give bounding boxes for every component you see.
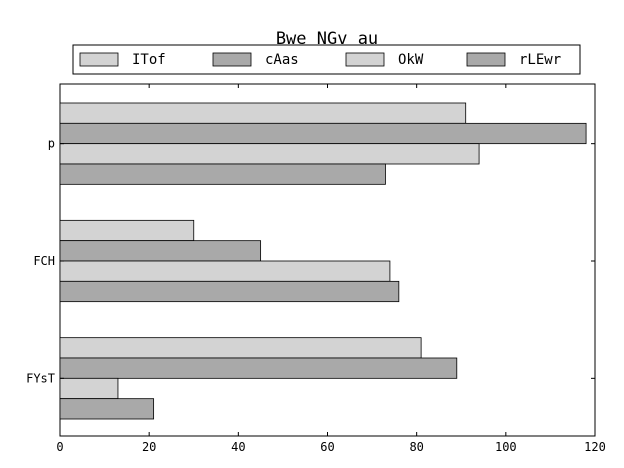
- y-tick-label: p: [48, 137, 55, 151]
- y-tick-label: FYsT: [26, 371, 55, 385]
- bar-ITof-FYsT: [59, 337, 422, 359]
- bar-rLEwr-FCH: [59, 280, 400, 303]
- legend-label-cAas: cAas: [265, 52, 299, 68]
- legend-label-ITof: ITof: [132, 52, 166, 68]
- legend-swatch-rLEwr: [466, 52, 506, 67]
- legend-label-rLEwr: rLEwr: [519, 52, 561, 68]
- x-tick-label: 0: [56, 440, 63, 454]
- x-tick-label: 80: [409, 440, 423, 454]
- bar-OkW-FCH: [59, 260, 391, 282]
- legend-swatch-OkW: [345, 52, 385, 67]
- x-axis: 0 20 40 60 80 100 120: [56, 84, 606, 454]
- bars-group: [59, 102, 587, 420]
- bar-cAas-FYsT: [59, 357, 458, 379]
- bar-ITof-FCH: [59, 219, 195, 242]
- bar-rLEwr-FYsT: [59, 398, 155, 420]
- bar-OkW-FYsT: [59, 377, 119, 400]
- x-tick-label: 20: [142, 440, 156, 454]
- legend-swatch-ITof: [79, 52, 119, 67]
- bar-cAas-FCH: [59, 240, 262, 262]
- bar-OkW-p: [59, 143, 480, 165]
- bar-rLEwr-p: [59, 163, 386, 185]
- x-tick-label: 100: [495, 440, 517, 454]
- x-tick-label: 120: [584, 440, 606, 454]
- bar-ITof-p: [59, 102, 467, 124]
- legend-swatch-cAas: [212, 52, 252, 67]
- legend-label-OkW: OkW: [398, 52, 424, 68]
- x-tick-label: 40: [231, 440, 245, 454]
- bar-cAas-p: [59, 122, 587, 145]
- x-tick-label: 60: [320, 440, 334, 454]
- legend: ITof cAas OkW rLEwr: [72, 44, 581, 75]
- y-axis: p FCH FYsT: [26, 137, 595, 385]
- chart-title: Bwe NGv au: [276, 29, 378, 49]
- y-tick-label: FCH: [33, 254, 55, 268]
